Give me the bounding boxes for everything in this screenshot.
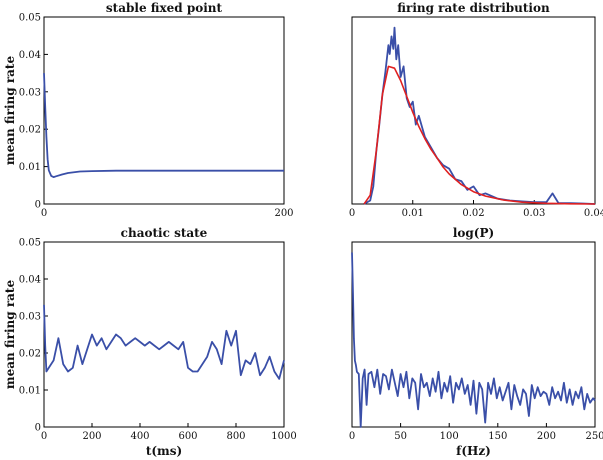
y-tick-label: 0.03 xyxy=(19,87,41,98)
y-tick-label: 0.02 xyxy=(19,125,41,136)
x-tick-label: 0.03 xyxy=(523,208,545,219)
plot-frame xyxy=(351,241,596,428)
x-axis-label: t(ms) xyxy=(146,444,182,458)
x-axis-label: f(Hz) xyxy=(456,444,491,458)
x-tick-label: 0 xyxy=(41,431,47,442)
x-tick-label: 50 xyxy=(394,431,407,442)
series-line-1 xyxy=(43,73,284,179)
chart-title: log(P) xyxy=(453,226,494,240)
chart-title: stable fixed point xyxy=(106,1,223,15)
y-tick-label: 0.04 xyxy=(19,275,41,286)
plot-frame xyxy=(43,241,285,428)
x-tick-label: 250 xyxy=(585,431,603,442)
chart-panel-2: firing rate distribution 0 0.01 0.02 0.03 0.0… xyxy=(349,1,603,219)
x-tick-label: 150 xyxy=(488,431,507,442)
y-tick-label: 0.01 xyxy=(19,162,41,173)
y-tick-label: 0 xyxy=(35,200,41,211)
y-tick-label: 0.02 xyxy=(19,349,41,360)
chart-panel-1: stable fixed point 0 200 0 0.01 0.02 0.03 0.04 0… xyxy=(3,1,294,219)
plot-frame xyxy=(43,16,285,205)
x-tick-label: 0.04 xyxy=(584,208,603,219)
x-tick-label: 200 xyxy=(537,431,556,442)
y-tick-label: 0.01 xyxy=(19,386,41,397)
x-tick-label: 400 xyxy=(130,431,149,442)
chart-panel-3: chaotic state 0 200 400 600 800 1000 0 0.01 0.02 0… xyxy=(3,226,297,458)
y-tick-label: 0.03 xyxy=(19,312,41,323)
x-tick-label: 800 xyxy=(226,431,245,442)
y-tick-label: 0 xyxy=(35,423,41,434)
series-line-2 xyxy=(363,65,596,205)
x-tick-label: 0 xyxy=(349,208,355,219)
y-axis-label: mean firing rate xyxy=(3,280,17,390)
x-tick-label: 1000 xyxy=(271,431,296,442)
x-tick-label: 600 xyxy=(178,431,197,442)
x-tick-label: 0.01 xyxy=(402,208,424,219)
series-line-1 xyxy=(363,26,596,205)
chart-title: firing rate distribution xyxy=(397,1,550,15)
series-line-1 xyxy=(351,252,596,428)
x-tick-label: 0.02 xyxy=(462,208,484,219)
y-axis-label: mean firing rate xyxy=(3,56,17,166)
x-tick-label: 0 xyxy=(349,431,355,442)
series-line-1 xyxy=(43,304,285,380)
chart-panel-4: log(P) 0 50 100 150 200 250 f(Hz) xyxy=(349,226,603,458)
x-tick-label: 100 xyxy=(440,431,459,442)
y-tick-label: 0.04 xyxy=(19,50,41,61)
x-tick-label: 0 xyxy=(41,208,47,219)
x-tick-label: 200 xyxy=(274,208,293,219)
y-tick-label: 0.05 xyxy=(19,238,41,249)
x-tick-label: 200 xyxy=(82,431,101,442)
y-tick-label: 0.05 xyxy=(19,13,41,24)
chart-title: chaotic state xyxy=(121,226,208,240)
